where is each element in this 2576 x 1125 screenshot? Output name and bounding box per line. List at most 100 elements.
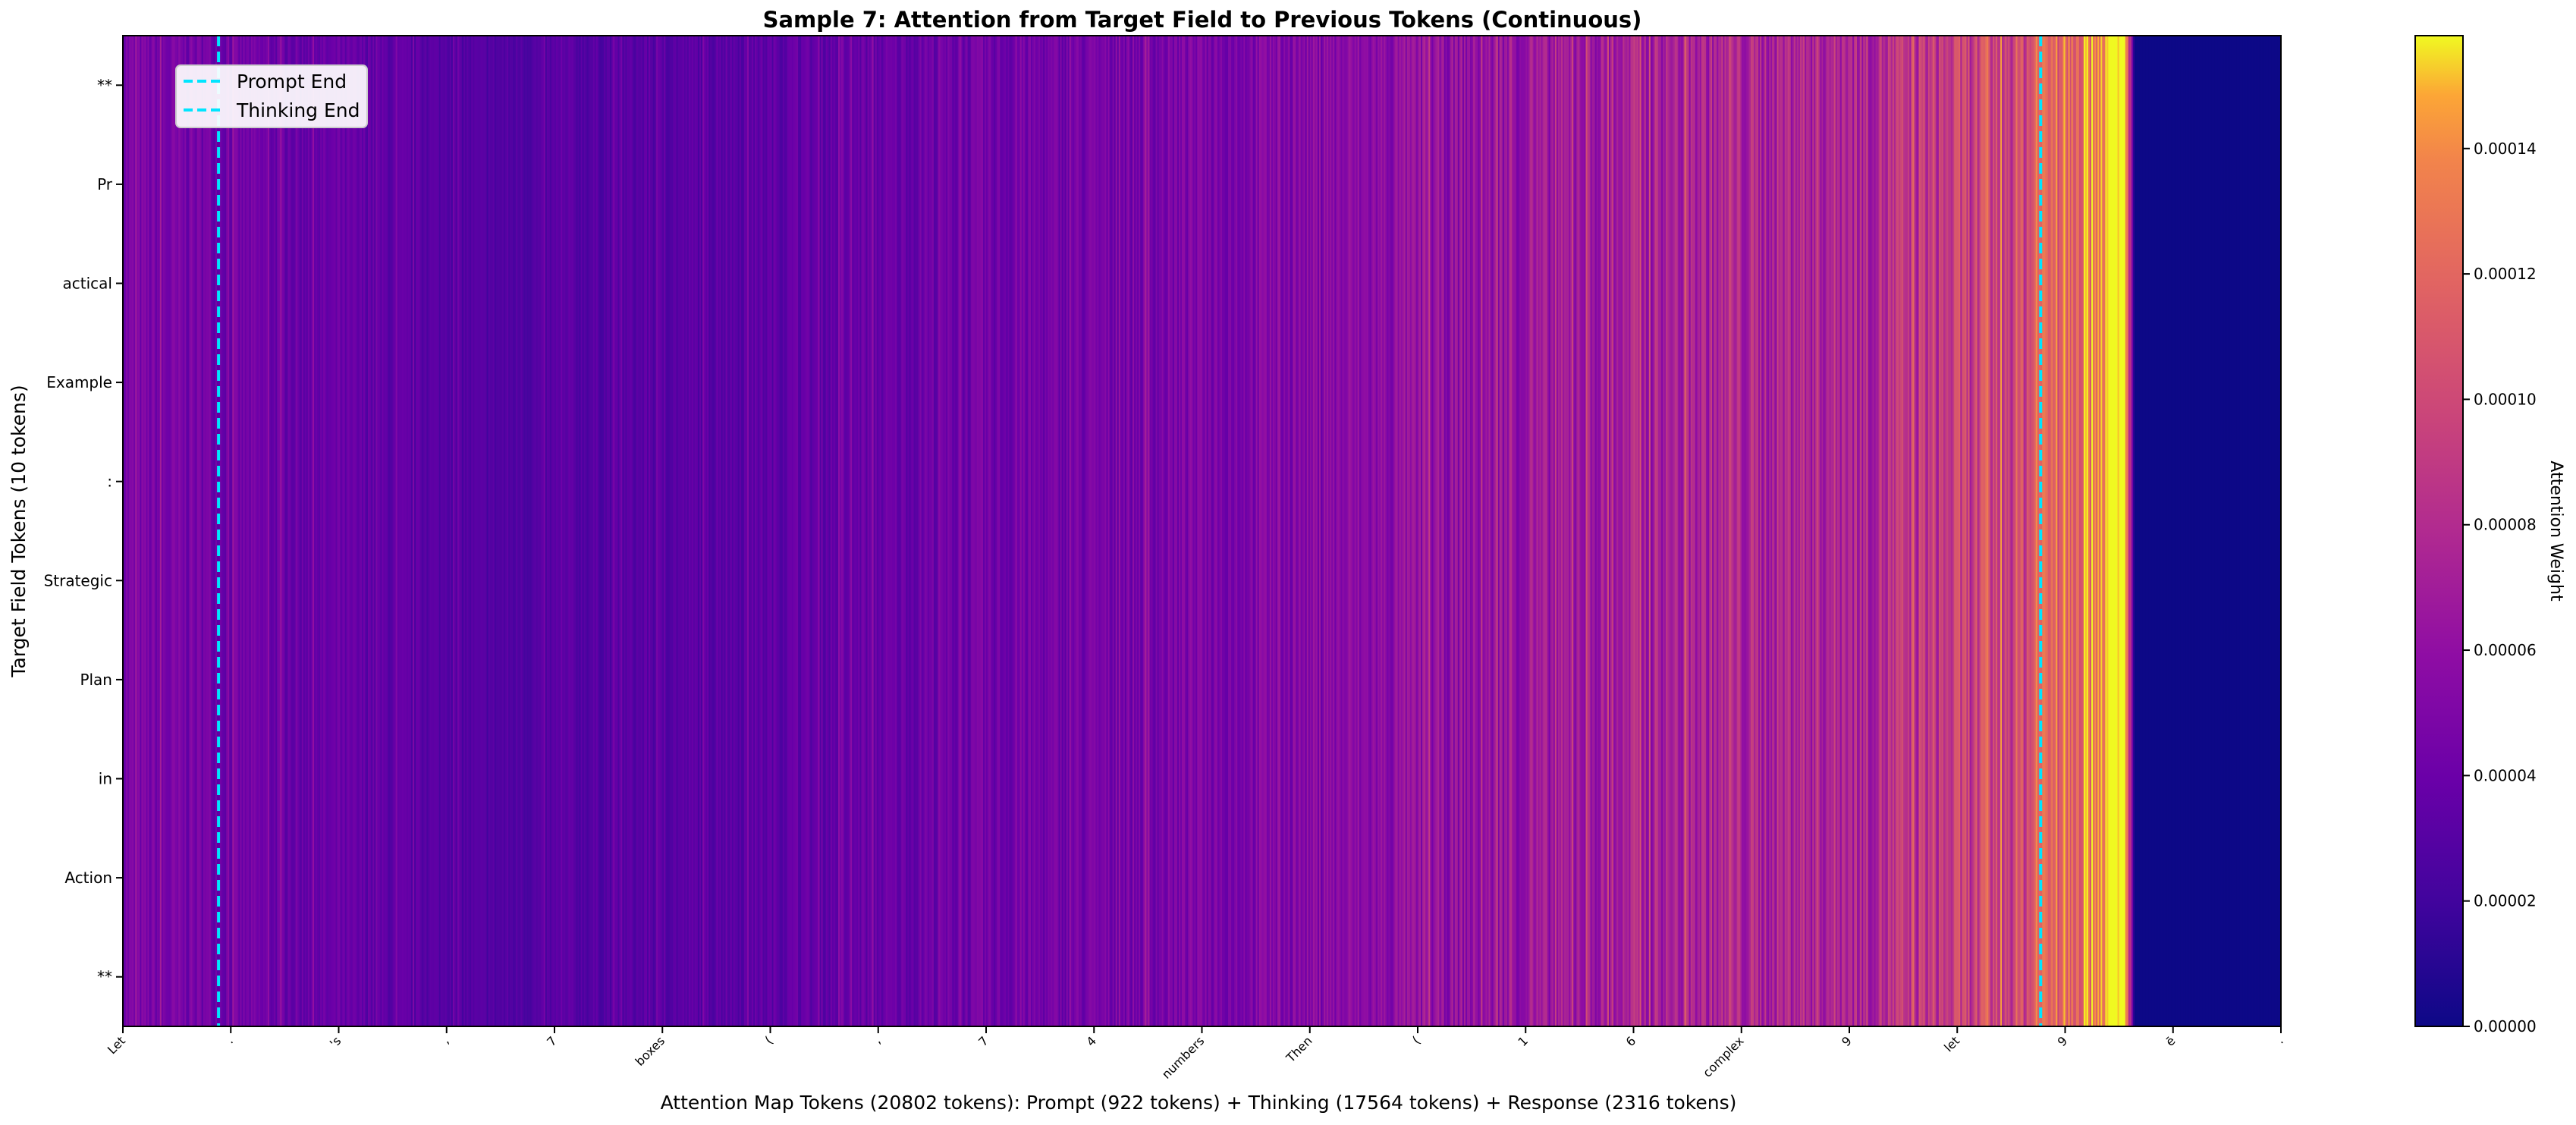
heatmap-cell bbox=[1966, 36, 1969, 1026]
heatmap-cell bbox=[1303, 36, 1306, 1026]
heatmap-cell bbox=[1015, 36, 1018, 1026]
heatmap-cell bbox=[1623, 36, 1626, 1026]
heatmap-cell bbox=[1802, 36, 1804, 1026]
heatmap-cell bbox=[1605, 36, 1608, 1026]
heatmap-cell bbox=[1588, 36, 1591, 1026]
heatmap-cell bbox=[1254, 36, 1257, 1026]
heatmap-cell bbox=[1893, 36, 1896, 1026]
heatmap-cell bbox=[1569, 36, 1571, 1026]
heatmap-cell bbox=[2235, 36, 2237, 1026]
heatmap-cell bbox=[215, 36, 218, 1026]
heatmap-cell bbox=[1987, 36, 1990, 1026]
heatmap-cell bbox=[368, 36, 370, 1026]
heatmap-cell bbox=[374, 36, 377, 1026]
heatmap-cell bbox=[791, 36, 794, 1026]
heatmap-cell bbox=[172, 36, 174, 1026]
heatmap-cell bbox=[551, 36, 554, 1026]
heatmap-cell bbox=[2071, 36, 2074, 1026]
heatmap-cell bbox=[1454, 36, 1457, 1026]
heatmap-cell bbox=[2054, 36, 2057, 1026]
heatmap-cell bbox=[1938, 36, 1941, 1026]
heatmap-cell bbox=[1881, 36, 1884, 1026]
heatmap-cell bbox=[992, 36, 994, 1026]
heatmap-cell bbox=[743, 36, 746, 1026]
heatmap-cell bbox=[583, 36, 586, 1026]
heatmap-cell bbox=[1626, 36, 1629, 1026]
heatmap-cell bbox=[648, 36, 651, 1026]
heatmap-cell bbox=[548, 36, 551, 1026]
heatmap-cell bbox=[1878, 36, 1881, 1026]
heatmap-cell bbox=[1792, 36, 1795, 1026]
heatmap-cell bbox=[1205, 36, 1208, 1026]
heatmap-cell bbox=[2204, 36, 2207, 1026]
heatmap-cell bbox=[1678, 36, 1681, 1026]
heatmap-cell bbox=[979, 36, 982, 1026]
heatmap-cell bbox=[1272, 36, 1275, 1026]
heatmap-cell bbox=[298, 36, 301, 1026]
heatmap-cell bbox=[1465, 36, 1468, 1026]
heatmap-cell bbox=[1783, 36, 1786, 1026]
heatmap-cell bbox=[1994, 36, 1996, 1026]
heatmap-cell bbox=[1146, 36, 1149, 1026]
heatmap-cell bbox=[467, 36, 469, 1026]
heatmap-cell bbox=[1469, 36, 1471, 1026]
heatmap-cell bbox=[429, 36, 432, 1026]
heatmap-cell bbox=[762, 36, 765, 1026]
y-tick-label: ** bbox=[97, 76, 112, 94]
heatmap-cell bbox=[916, 36, 919, 1026]
heatmap-cell bbox=[903, 36, 906, 1026]
x-tick-label: , bbox=[871, 1033, 884, 1046]
heatmap-cell bbox=[1874, 36, 1877, 1026]
heatmap-cell bbox=[357, 36, 360, 1026]
heatmap-cell bbox=[613, 36, 616, 1026]
heatmap-cell bbox=[2253, 36, 2256, 1026]
heatmap-cell bbox=[1373, 36, 1375, 1026]
heatmap-cell bbox=[1314, 36, 1317, 1026]
heatmap-cell bbox=[328, 36, 331, 1026]
heatmap-cell bbox=[568, 36, 571, 1026]
heatmap-cell bbox=[1842, 36, 1846, 1026]
heatmap-cell bbox=[1689, 36, 1692, 1026]
heatmap-cell bbox=[513, 36, 515, 1026]
heatmap-cell bbox=[1844, 36, 1847, 1026]
heatmap-cell bbox=[1473, 36, 1475, 1026]
heatmap-cell bbox=[471, 36, 474, 1026]
heatmap-cell bbox=[771, 36, 774, 1026]
heatmap-cell bbox=[1827, 36, 1830, 1026]
heatmap-cell bbox=[1790, 36, 1793, 1026]
heatmap-cell bbox=[690, 36, 693, 1026]
heatmap-cell bbox=[1024, 36, 1027, 1026]
heatmap-cell bbox=[1191, 36, 1194, 1026]
heatmap-cell bbox=[1112, 36, 1115, 1026]
heatmap-cell bbox=[1263, 36, 1266, 1026]
heatmap-cell bbox=[943, 36, 945, 1026]
heatmap-cell bbox=[779, 36, 782, 1026]
heatmap-cell bbox=[1757, 36, 1759, 1026]
heatmap-cell bbox=[810, 36, 813, 1026]
heatmap-cell bbox=[1409, 36, 1412, 1026]
heatmap-cell bbox=[2196, 36, 2199, 1026]
heatmap-cell bbox=[1098, 36, 1101, 1026]
heatmap-cell bbox=[1007, 36, 1010, 1026]
heatmap-cell bbox=[1427, 36, 1430, 1026]
heatmap-cell bbox=[1748, 36, 1751, 1026]
heatmap-cell bbox=[1573, 36, 1576, 1026]
heatmap-cell bbox=[1875, 36, 1878, 1026]
heatmap-cell bbox=[898, 36, 900, 1026]
heatmap-cell bbox=[143, 36, 146, 1026]
y-tick-label: Action bbox=[64, 869, 112, 887]
heatmap-cell bbox=[1584, 36, 1587, 1026]
heatmap-cell bbox=[213, 36, 216, 1026]
heatmap-cell bbox=[537, 36, 540, 1026]
heatmap-cell bbox=[1940, 36, 1943, 1026]
heatmap-cell bbox=[1496, 36, 1499, 1026]
heatmap-cell bbox=[1378, 36, 1380, 1026]
heatmap-cell bbox=[2259, 36, 2262, 1026]
heatmap-cell bbox=[150, 36, 153, 1026]
heatmap-cell bbox=[1387, 36, 1390, 1026]
heatmap-cell bbox=[156, 36, 159, 1026]
heatmap-cell bbox=[674, 36, 677, 1026]
heatmap-cell bbox=[1547, 36, 1550, 1026]
heatmap-cell bbox=[2002, 36, 2005, 1026]
heatmap-cell bbox=[310, 36, 313, 1026]
